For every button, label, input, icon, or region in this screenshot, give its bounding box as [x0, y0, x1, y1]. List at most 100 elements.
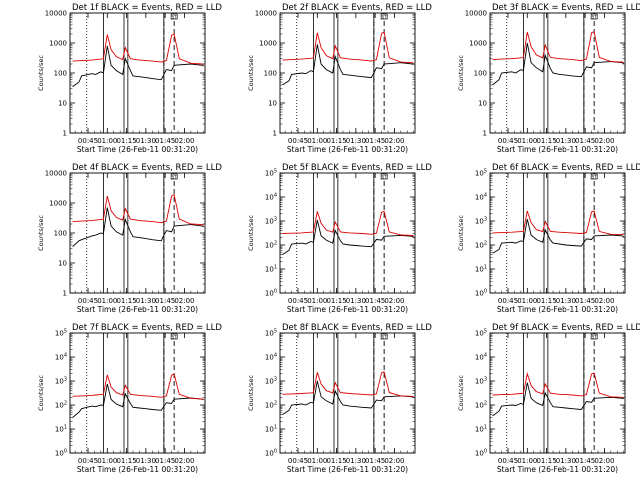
series-lld-line — [72, 33, 204, 66]
x-tick-label: 01:00 — [517, 137, 537, 145]
st-marker-label: ST — [382, 15, 388, 20]
st-marker-label: ST — [382, 175, 388, 180]
y-tick-label: 100 — [265, 289, 277, 298]
y-tick-label: 105 — [265, 329, 277, 338]
chart-panel-5: Det 5f BLACK = Events, RED = LLD ST 100 101… — [247, 163, 432, 314]
st-marker-label: ST — [592, 335, 598, 340]
series-events-line — [492, 218, 624, 254]
plot-area — [492, 333, 624, 453]
x-axis-label: Start Time (26-Feb-11 00:31:20) — [497, 305, 618, 314]
series-events-line — [492, 382, 624, 417]
st-marker-label: ST — [592, 175, 598, 180]
x-axis-label: Start Time (26-Feb-11 00:31:20) — [77, 145, 198, 154]
y-tick-label: 101 — [55, 425, 67, 434]
series-lld-line — [492, 372, 624, 399]
y-axis-label: Counts/sec — [457, 375, 465, 411]
x-tick-label: 02:00 — [594, 137, 614, 145]
chart-panel-7: Det 7f BLACK = Events, RED = LLD ST 100 101… — [37, 323, 222, 474]
plot-frame — [489, 172, 626, 294]
x-tick-label: 01:00 — [97, 457, 117, 465]
x-tick-label: 01:15 — [536, 137, 556, 145]
x-tick-label: 02:00 — [174, 297, 194, 305]
x-axis-label: Start Time (26-Feb-11 00:31:20) — [287, 465, 408, 474]
series-events-line — [282, 44, 414, 86]
x-tick-label: 01:30 — [556, 457, 576, 465]
y-tick-label: 103 — [265, 377, 277, 386]
x-tick-label: 00:45 — [498, 297, 518, 305]
series-events-line — [72, 45, 204, 88]
y-axis-label: Counts/sec — [247, 215, 255, 251]
plot-area — [492, 173, 624, 293]
y-tick-label: 101 — [475, 265, 487, 274]
y-tick-label: 105 — [475, 329, 487, 338]
y-tick-label: 1 — [63, 130, 67, 138]
y-tick-label: 104 — [475, 193, 487, 202]
series-lld-line — [492, 210, 624, 236]
st-marker-label: ST — [172, 335, 178, 340]
x-tick-label: 01:15 — [536, 297, 556, 305]
plot-area — [492, 13, 625, 133]
series-lld-line — [282, 31, 414, 64]
x-tick-label: 01:45 — [575, 137, 595, 145]
y-tick-label: 10 — [478, 100, 487, 108]
st-marker-box — [380, 13, 388, 20]
st-marker-box — [170, 333, 178, 340]
y-tick-label: 100 — [54, 70, 67, 78]
y-tick-label: 105 — [265, 169, 277, 178]
x-axis-label: Start Time (26-Feb-11 00:31:20) — [287, 145, 408, 154]
x-tick-label: 01:00 — [307, 297, 327, 305]
x-tick-label: 01:15 — [116, 137, 136, 145]
y-tick-label: 10 — [268, 100, 277, 108]
y-tick-label: 100 — [475, 449, 487, 458]
y-tick-label: 1000 — [49, 200, 67, 208]
x-tick-label: 01:45 — [575, 457, 595, 465]
y-axis-label: Counts/sec — [247, 375, 255, 411]
y-tick-label: 1 — [63, 290, 67, 298]
plot-frame — [69, 12, 206, 134]
x-tick-label: 01:45 — [155, 457, 175, 465]
st-marker-label: ST — [172, 15, 178, 20]
series-lld-line — [492, 30, 624, 64]
chart-title: Det 2f BLACK = Events, RED = LLD — [282, 3, 432, 13]
y-tick-label: 105 — [475, 169, 487, 178]
plot-frame — [69, 332, 206, 454]
chart-title: Det 9f BLACK = Events, RED = LLD — [492, 323, 640, 333]
series-events-line — [282, 380, 414, 415]
x-tick-label: 00:45 — [498, 137, 518, 145]
y-tick-label: 1000 — [49, 40, 67, 48]
y-tick-label: 101 — [475, 425, 487, 434]
x-tick-label: 02:00 — [594, 297, 614, 305]
y-tick-label: 105 — [55, 329, 67, 338]
x-tick-label: 01:00 — [97, 137, 117, 145]
plot-area — [282, 173, 414, 293]
x-tick-label: 02:00 — [384, 457, 404, 465]
plot-frame — [489, 12, 626, 134]
x-tick-label: 01:00 — [307, 137, 327, 145]
x-tick-label: 00:45 — [78, 137, 98, 145]
series-lld-line — [72, 373, 204, 400]
plot-frame — [489, 332, 626, 454]
x-tick-label: 01:45 — [575, 297, 595, 305]
y-tick-label: 101 — [265, 425, 277, 434]
st-marker-label: ST — [382, 335, 388, 340]
y-tick-label: 100 — [55, 449, 67, 458]
plot-area — [72, 333, 204, 453]
st-marker-label: ST — [172, 175, 178, 180]
series-lld-line — [282, 210, 414, 237]
y-tick-label: 1000 — [469, 40, 487, 48]
plot-frame — [279, 332, 416, 454]
series-events-line — [72, 207, 204, 248]
y-axis-label: Counts/sec — [37, 55, 45, 91]
x-tick-label: 02:00 — [384, 297, 404, 305]
x-tick-label: 01:30 — [346, 297, 366, 305]
x-tick-label: 00:45 — [498, 457, 518, 465]
x-tick-label: 01:15 — [326, 297, 346, 305]
y-tick-label: 1 — [273, 130, 277, 138]
y-tick-label: 102 — [265, 401, 277, 410]
y-axis-label: Counts/sec — [37, 375, 45, 411]
y-tick-label: 10000 — [465, 10, 487, 18]
chart-title: Det 3f BLACK = Events, RED = LLD — [492, 3, 640, 13]
y-tick-label: 102 — [475, 401, 487, 410]
y-tick-label: 1 — [483, 130, 487, 138]
x-tick-label: 02:00 — [174, 457, 194, 465]
